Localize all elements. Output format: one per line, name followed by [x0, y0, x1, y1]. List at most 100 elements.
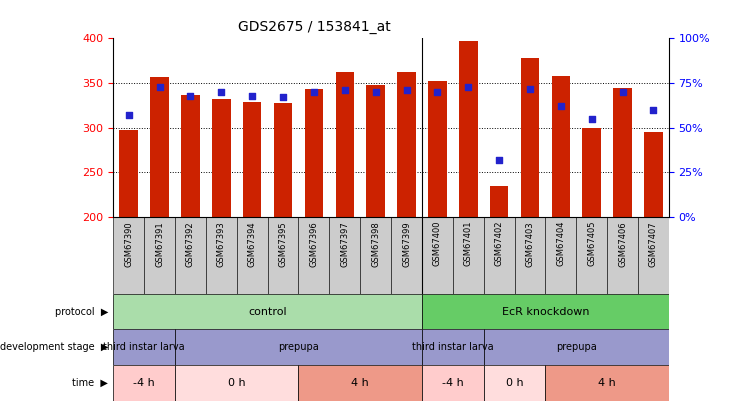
Text: GSM67402: GSM67402: [495, 221, 504, 266]
Bar: [452, 217, 484, 294]
Bar: [428, 81, 447, 217]
Bar: [520, 58, 539, 217]
Bar: [391, 217, 422, 294]
Bar: [206, 217, 237, 294]
Text: GSM67391: GSM67391: [155, 221, 164, 266]
Text: GSM67407: GSM67407: [649, 221, 658, 266]
Text: 4 h: 4 h: [598, 378, 616, 388]
Bar: [638, 217, 669, 294]
Text: EcR knockdown: EcR knockdown: [501, 307, 589, 317]
Bar: [305, 89, 323, 217]
Bar: [113, 365, 175, 401]
Bar: [151, 77, 169, 217]
Point: [648, 107, 659, 113]
Text: protocol  ▶: protocol ▶: [55, 307, 108, 317]
Bar: [144, 217, 175, 294]
Text: GSM67405: GSM67405: [587, 221, 596, 266]
Point: [277, 94, 289, 101]
Text: -4 h: -4 h: [133, 378, 155, 388]
Bar: [274, 103, 292, 217]
Text: development stage  ▶: development stage ▶: [0, 342, 108, 352]
Bar: [459, 41, 477, 217]
Text: GSM67397: GSM67397: [341, 221, 349, 267]
Bar: [113, 217, 144, 294]
Bar: [613, 87, 632, 217]
Bar: [545, 365, 669, 401]
Point: [308, 89, 319, 95]
Bar: [422, 365, 484, 401]
Text: GSM67395: GSM67395: [279, 221, 287, 266]
Text: third instar larva: third instar larva: [103, 342, 185, 352]
Text: GSM67394: GSM67394: [248, 221, 257, 266]
Text: GSM67393: GSM67393: [217, 221, 226, 267]
Text: prepupa: prepupa: [278, 342, 319, 352]
Point: [493, 157, 505, 163]
Text: GSM67399: GSM67399: [402, 221, 411, 266]
Bar: [484, 365, 545, 401]
Bar: [490, 186, 508, 217]
Bar: [515, 217, 545, 294]
Bar: [330, 217, 360, 294]
Bar: [298, 365, 422, 401]
Bar: [484, 217, 515, 294]
Text: GSM67400: GSM67400: [433, 221, 442, 266]
Bar: [237, 217, 268, 294]
Bar: [175, 217, 206, 294]
Point: [463, 83, 474, 90]
Bar: [552, 76, 570, 217]
Bar: [422, 217, 452, 294]
Point: [370, 89, 382, 95]
Text: GSM67396: GSM67396: [309, 221, 319, 267]
Point: [185, 92, 197, 99]
Point: [216, 89, 227, 95]
Text: 0 h: 0 h: [228, 378, 246, 388]
Bar: [175, 365, 298, 401]
Text: control: control: [249, 307, 287, 317]
Bar: [607, 217, 638, 294]
Text: GSM67401: GSM67401: [463, 221, 473, 266]
Bar: [397, 72, 416, 217]
Point: [555, 103, 567, 110]
Text: GSM67403: GSM67403: [526, 221, 534, 266]
Text: GDS2675 / 153841_at: GDS2675 / 153841_at: [238, 20, 390, 34]
Text: GSM67392: GSM67392: [186, 221, 195, 266]
Point: [586, 116, 597, 122]
Text: prepupa: prepupa: [556, 342, 596, 352]
Bar: [484, 330, 669, 365]
Bar: [212, 99, 230, 217]
Text: GSM67404: GSM67404: [556, 221, 565, 266]
Bar: [113, 294, 422, 330]
Text: -4 h: -4 h: [442, 378, 463, 388]
Bar: [298, 217, 330, 294]
Bar: [366, 85, 385, 217]
Bar: [113, 330, 175, 365]
Bar: [422, 294, 669, 330]
Bar: [422, 330, 484, 365]
Bar: [175, 330, 422, 365]
Point: [123, 112, 135, 119]
Bar: [336, 72, 354, 217]
Bar: [119, 130, 138, 217]
Text: GSM67390: GSM67390: [124, 221, 133, 266]
Point: [431, 89, 443, 95]
Point: [339, 87, 351, 94]
Text: GSM67406: GSM67406: [618, 221, 627, 266]
Text: 0 h: 0 h: [506, 378, 523, 388]
Point: [246, 92, 258, 99]
Bar: [181, 95, 200, 217]
Point: [154, 83, 165, 90]
Text: GSM67398: GSM67398: [371, 221, 380, 267]
Bar: [268, 217, 298, 294]
Text: time  ▶: time ▶: [72, 378, 108, 388]
Point: [617, 89, 629, 95]
Point: [524, 85, 536, 92]
Bar: [545, 217, 576, 294]
Bar: [583, 128, 601, 217]
Text: 4 h: 4 h: [352, 378, 369, 388]
Bar: [644, 132, 663, 217]
Bar: [243, 102, 262, 217]
Bar: [360, 217, 391, 294]
Text: third instar larva: third instar larva: [412, 342, 493, 352]
Bar: [576, 217, 607, 294]
Point: [401, 87, 412, 94]
